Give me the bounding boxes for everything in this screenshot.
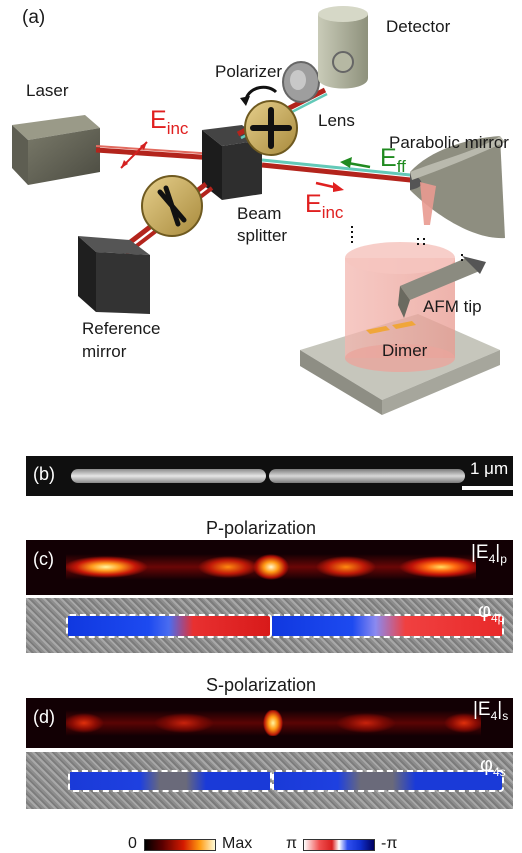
e-inc-label-lower: Einc — [305, 190, 344, 222]
afm-cantilever — [398, 256, 486, 318]
dimer-rods — [366, 321, 416, 334]
scale-bar-label: 1 μm — [470, 459, 509, 478]
panel-b-tag: (b) — [33, 464, 55, 484]
laser-label: Laser — [26, 81, 69, 100]
s-amplitude-label: |E4|s — [473, 699, 509, 723]
reference-mirror-label-1: Reference — [82, 319, 161, 338]
lens — [282, 61, 320, 103]
s-outline-left — [68, 770, 272, 792]
scale-bar-line — [462, 486, 513, 490]
s-amplitude-image — [26, 698, 513, 748]
p-outline-right — [270, 614, 504, 638]
polarization-arrow — [120, 141, 148, 169]
amp-colorbar — [144, 839, 216, 851]
p-polarization-title: P-polarization — [205, 518, 317, 538]
laser-box — [12, 115, 100, 185]
beam-to-mirror — [261, 158, 431, 185]
detector-label: Detector — [386, 17, 451, 36]
detector — [318, 6, 368, 89]
panel-d-tag: (d) — [33, 707, 55, 727]
reference-mirror-block — [78, 236, 150, 314]
rod-right — [269, 469, 465, 483]
p-phase-label: φ4p — [478, 600, 505, 625]
p-phase-rod-right — [272, 616, 502, 636]
incident-beam — [95, 145, 216, 161]
beam-splitter-label-2: splitter — [237, 226, 288, 245]
reference-polarizer-disk — [141, 175, 203, 237]
e-ff-label: Eff — [380, 144, 406, 176]
e-ff-arrowhead — [340, 157, 352, 168]
amp-colorbar-min: 0 — [128, 835, 137, 852]
beam-splitter-label-1: Beam — [237, 204, 282, 223]
lens-label: Lens — [318, 111, 355, 130]
amp-colorbar-max: Max — [222, 835, 253, 852]
s-phase-rod-right — [274, 772, 502, 790]
s-phase-image — [26, 752, 513, 809]
afm-tip-label: AFM tip — [423, 297, 482, 316]
parabolic-mirror-label: Parabolic mirror — [389, 133, 509, 152]
p-outline-left — [66, 614, 272, 638]
setup-illustration — [12, 6, 505, 415]
rotation-arrow — [244, 85, 278, 100]
reference-mirror-label-2: mirror — [82, 342, 127, 361]
p-phase-rod-left — [68, 616, 270, 636]
phase-colorbar-max: -π — [381, 835, 398, 852]
s-phase-label: φ4s — [480, 754, 506, 779]
panel-c-tag: (c) — [33, 549, 54, 569]
p-phase-image — [26, 598, 513, 653]
p-amplitude-field — [66, 554, 476, 580]
dimer-label: Dimer — [382, 341, 428, 360]
focused-beam — [420, 182, 436, 225]
p-amplitude-image — [26, 540, 513, 595]
parabolic-mirror — [410, 136, 505, 239]
topography-image — [26, 456, 513, 496]
polarizer-label: Polarizer — [215, 62, 283, 81]
phase-colorbar — [303, 839, 375, 851]
s-polarization-title: S-polarization — [205, 675, 317, 695]
s-amplitude-field — [66, 710, 481, 736]
p-amplitude-label: |E4|p — [471, 542, 507, 566]
phase-colorbar-min: π — [286, 835, 298, 852]
s-outline-right — [272, 770, 504, 792]
rod-left — [71, 469, 266, 483]
e-inc-label-upper: Einc — [150, 106, 189, 138]
e-inc-arrowhead — [333, 182, 344, 192]
s-phase-rod-left — [70, 772, 270, 790]
dotted-guides — [351, 226, 463, 262]
polarizer-disk — [244, 100, 298, 156]
panel-a-tag: (a) — [22, 7, 46, 28]
